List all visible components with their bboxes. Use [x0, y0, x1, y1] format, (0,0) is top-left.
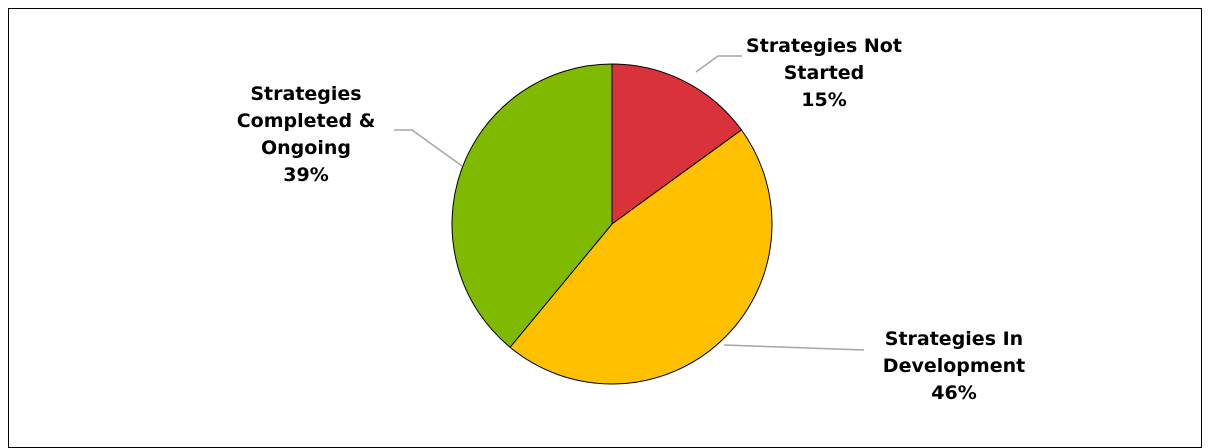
label-in-development: Strategies In Development 46%: [883, 328, 1025, 404]
slice-not-started: [611, 63, 743, 225]
leader-line-in-development: [723, 344, 865, 351]
pie-chart: Strategies Not Started 15% Strategies In Dev…: [237, 35, 1025, 404]
label-not-started: Strategies Not Started 15%: [746, 35, 902, 111]
leader-line-completed-ongoing: [394, 129, 463, 167]
leader-lines: [394, 55, 865, 351]
data-labels: Strategies Not Started 15% Strategies In Dev…: [237, 35, 1025, 404]
slice-in-development: [509, 129, 773, 385]
slice-completed-ongoing: [451, 63, 613, 348]
pie-slices: [451, 63, 773, 385]
leader-line-not-started: [695, 55, 742, 73]
label-completed-ongoing: Strategies Completed & Ongoing 39%: [237, 83, 376, 186]
